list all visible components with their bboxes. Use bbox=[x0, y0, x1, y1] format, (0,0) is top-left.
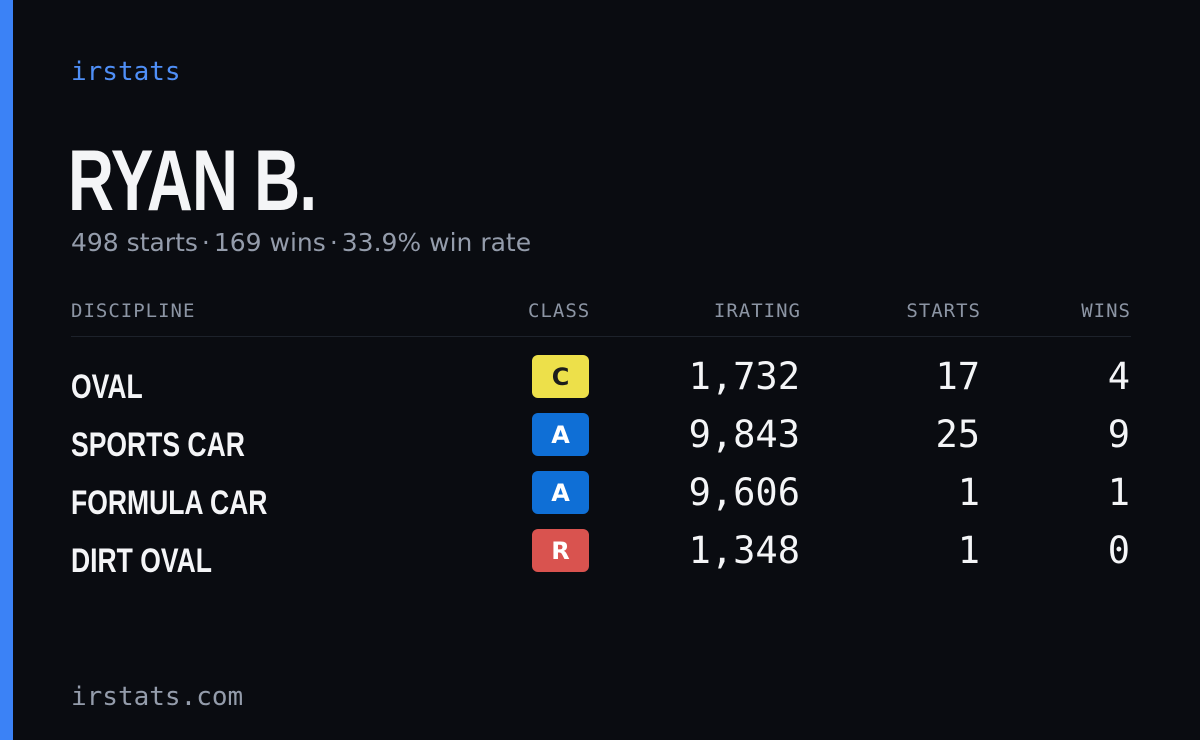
wins-summary: 169 wins bbox=[213, 228, 326, 257]
table-row: OVAL C 1,732 17 4 bbox=[71, 353, 1131, 411]
license-class-badge: R bbox=[532, 529, 589, 572]
irating-value: 1,732 bbox=[688, 355, 800, 398]
win-rate-summary: 33.9% win rate bbox=[341, 228, 532, 257]
header-wins: WINS bbox=[1081, 300, 1131, 322]
wins-value: 1 bbox=[1107, 471, 1130, 514]
separator: · bbox=[201, 228, 210, 257]
irating-value: 9,606 bbox=[688, 471, 800, 514]
separator: · bbox=[329, 228, 338, 257]
table-row: FORMULA CAR A 9,606 1 1 bbox=[71, 469, 1131, 527]
accent-bar bbox=[0, 0, 13, 740]
starts-value: 1 bbox=[957, 529, 980, 572]
driver-name: RYAN B. bbox=[68, 133, 317, 229]
license-class-badge: C bbox=[532, 355, 589, 398]
wins-value: 0 bbox=[1107, 529, 1130, 572]
table-header: DISCIPLINE CLASS IRATING STARTS WINS bbox=[71, 300, 1131, 337]
driver-summary: 498 starts · 169 wins · 33.9% win rate bbox=[71, 228, 531, 257]
license-table: DISCIPLINE CLASS IRATING STARTS WINS OVA… bbox=[71, 300, 1131, 585]
table-row: SPORTS CAR A 9,843 25 9 bbox=[71, 411, 1131, 469]
table-row: DIRT OVAL R 1,348 1 0 bbox=[71, 527, 1131, 585]
license-class-badge: A bbox=[532, 413, 589, 456]
header-irating: IRATING bbox=[713, 300, 801, 322]
discipline-name: OVAL bbox=[71, 368, 143, 406]
wins-value: 9 bbox=[1107, 413, 1130, 456]
starts-summary: 498 starts bbox=[71, 228, 198, 257]
discipline-name: DIRT OVAL bbox=[71, 542, 212, 580]
starts-value: 17 bbox=[935, 355, 980, 398]
license-class-badge: A bbox=[532, 471, 589, 514]
irating-value: 1,348 bbox=[688, 529, 800, 572]
header-class: CLASS bbox=[528, 300, 591, 322]
header-discipline: DISCIPLINE bbox=[71, 300, 196, 322]
discipline-name: FORMULA CAR bbox=[71, 484, 268, 522]
irating-value: 9,843 bbox=[688, 413, 800, 456]
wins-value: 4 bbox=[1107, 355, 1130, 398]
header-starts: STARTS bbox=[906, 300, 981, 322]
starts-value: 1 bbox=[957, 471, 980, 514]
footer-url[interactable]: irstats.com bbox=[71, 682, 244, 712]
table-body: OVAL C 1,732 17 4 SPORTS CAR A 9,843 25 … bbox=[71, 337, 1131, 585]
discipline-name: SPORTS CAR bbox=[71, 426, 245, 464]
brand-logo[interactable]: irstats bbox=[71, 57, 181, 87]
starts-value: 25 bbox=[935, 413, 980, 456]
